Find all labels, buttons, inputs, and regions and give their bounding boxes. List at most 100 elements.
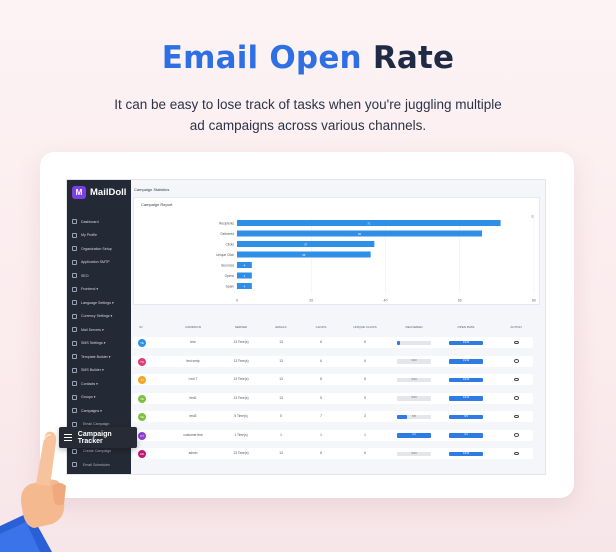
view-eye-icon[interactable] xyxy=(513,377,519,381)
data-label: 36 xyxy=(302,253,306,257)
view-eye-icon[interactable] xyxy=(513,396,519,400)
delivered-progress: 1/1 xyxy=(397,433,431,438)
chart-icon xyxy=(72,273,77,279)
sidebar-item-label: Email Campaign xyxy=(83,422,110,427)
cell-clicks: 8 xyxy=(320,451,322,455)
sidebar-item[interactable]: Application SMTP xyxy=(67,256,131,270)
cell-served: 13 Time(s) xyxy=(233,451,249,455)
bar xyxy=(237,283,252,289)
open-rate-progress-fill xyxy=(449,359,483,364)
data-label: 66 xyxy=(358,232,362,236)
sidebar-item[interactable]: SEO xyxy=(67,269,131,283)
table-row[interactable]: CT customer test 1 Time(s) 1 1 1 1/1 1/1 xyxy=(133,429,533,441)
sidebar-item[interactable]: Organization Setup xyxy=(67,242,131,256)
x-tick-label: 0 xyxy=(236,299,238,303)
contacts-icon xyxy=(72,381,77,387)
sidebar-item-label: Frontend ▾ xyxy=(81,287,99,292)
app-screen: M MailDoll Dashboard My Profile Organizati… xyxy=(66,179,546,475)
category-label: Spam xyxy=(226,285,235,289)
view-eye-icon[interactable] xyxy=(513,433,519,437)
list-icon xyxy=(72,448,77,454)
data-label: 37 xyxy=(304,242,308,246)
cell-emails: 13 xyxy=(279,395,283,400)
view-eye-icon[interactable] xyxy=(513,414,519,418)
sidebar-item[interactable]: SMS Settings ▾ xyxy=(67,337,131,351)
home-icon xyxy=(72,219,77,225)
cell-emails: 13 xyxy=(279,340,283,344)
sidebar-item[interactable]: Campaigns ▾ xyxy=(67,404,131,418)
cell-campaign: customer test xyxy=(183,432,203,437)
sidebar-item[interactable]: Dashboard xyxy=(67,215,131,229)
logo[interactable]: M MailDoll xyxy=(67,181,131,203)
sidebar-item-label: Mail Servers ▾ xyxy=(81,327,104,332)
view-eye-icon[interactable] xyxy=(513,451,519,455)
column-header: ACTION xyxy=(510,325,522,329)
open-rate-progress-label: 1/1 xyxy=(464,433,468,436)
sidebar-item[interactable]: Template Builder ▾ xyxy=(67,350,131,364)
sidebar: M MailDoll Dashboard My Profile Organizati… xyxy=(67,180,131,474)
cell-campaign: admin xyxy=(188,451,198,455)
table-row[interactable]: AD admin 13 Time(s) 13 8 6 0/13 13/13 xyxy=(133,448,533,459)
cell-served: 1 Time(s) xyxy=(234,432,248,437)
open-rate-progress: 13/13 xyxy=(449,377,483,382)
table-row[interactable]: T1 t est 7 13 Time(s) 13 8 8 0/13 13/13 xyxy=(133,374,533,385)
cell-unique: 1 xyxy=(364,432,366,437)
sidebar-item[interactable]: Currency Settings ▾ xyxy=(67,310,131,324)
delivered-progress-label: 0/13 xyxy=(411,359,417,362)
pointing-hand-illustration xyxy=(0,431,66,552)
delivered-progress-label: 5/5 xyxy=(412,414,416,418)
column-header: OPEN RATE xyxy=(457,325,475,329)
open-rate-progress-fill xyxy=(449,396,483,401)
cell-campaign: t est 7 xyxy=(188,377,198,381)
view-eye-icon[interactable] xyxy=(513,359,519,363)
open-rate-progress-label: 13/13 xyxy=(462,377,470,381)
table-row[interactable]: TE test2 13 Time(s) 13 5 5 0/13 13/13 xyxy=(133,392,533,404)
cell-emails: 5 xyxy=(280,414,282,418)
sidebar-item-label: Contacts ▾ xyxy=(81,381,98,386)
sidebar-item-label: SMS Builder ▾ xyxy=(81,368,104,373)
user-icon xyxy=(72,232,77,238)
open-rate-progress-label: 13/13 xyxy=(462,340,470,344)
view-eye-icon[interactable] xyxy=(513,340,519,344)
chart-menu-icon[interactable]: ≡ xyxy=(531,214,534,220)
table-row[interactable]: TS test smtp 13 Time(s) 13 6 6 0/13 13/13 xyxy=(133,355,533,367)
sidebar-item[interactable]: Contacts ▾ xyxy=(67,377,131,391)
sidebar-item-label: Email Schedules xyxy=(83,462,110,467)
sidebar-item[interactable]: SMS Builder ▾ xyxy=(67,364,131,378)
x-tick-label: 20 xyxy=(309,299,313,303)
template-icon xyxy=(72,354,77,360)
sidebar-item[interactable]: Frontend ▾ xyxy=(67,283,131,297)
column-header: ID xyxy=(139,325,143,329)
open-rate-progress-fill xyxy=(449,377,483,382)
sidebar-item[interactable]: Create Campaign xyxy=(67,445,131,459)
cell-served: 13 Time(s) xyxy=(233,340,249,344)
delivered-progress-label: 1/1 xyxy=(412,433,416,436)
delivered-progress xyxy=(397,340,431,345)
avatar: TE xyxy=(138,394,146,403)
sms-icon xyxy=(72,340,77,346)
x-tick-label: 40 xyxy=(384,299,388,303)
sidebar-item[interactable]: Groups ▾ xyxy=(67,391,131,405)
cell-unique: 5 xyxy=(364,395,366,400)
sidebar-item[interactable]: Mail Servers ▾ xyxy=(67,323,131,337)
bar xyxy=(237,220,501,226)
sidebar-item[interactable]: Email Schedules xyxy=(67,458,131,472)
table-row[interactable]: TE test 13 Time(s) 13 6 6 13/13 xyxy=(133,337,533,348)
campaign-report-chart: 0 20 40 60 80 Recipients 71 Delivered 66 Clicks 37… xyxy=(216,218,536,303)
cell-clicks: 5 xyxy=(320,395,322,400)
maildoll-logo-icon: M xyxy=(72,185,86,199)
sidebar-item[interactable]: Email Campaign xyxy=(67,418,131,432)
sidebar-item[interactable]: Language Settings ▾ xyxy=(67,296,131,310)
delivered-progress-label: 0/13 xyxy=(411,396,417,399)
delivered-progress: 0/13 xyxy=(397,359,431,364)
hero-subtitle-line1: It can be easy to lose track of tasks wh… xyxy=(114,97,502,112)
campaign-tracker-highlight[interactable]: Campaign Tracker xyxy=(59,427,137,448)
delivered-progress: 5/5 xyxy=(397,414,431,419)
sidebar-item[interactable]: My Profile xyxy=(67,229,131,243)
cell-campaign: test xyxy=(190,340,196,344)
open-rate-progress-label: 13/13 xyxy=(462,359,470,362)
campaign-tracker-label: Campaign Tracker xyxy=(77,430,112,445)
column-header: CLICKS xyxy=(315,325,327,329)
table-row[interactable]: TE test3 5 Time(s) 5 7 3 5/5 5/5 xyxy=(133,411,533,422)
open-rate-progress-fill xyxy=(449,433,483,438)
